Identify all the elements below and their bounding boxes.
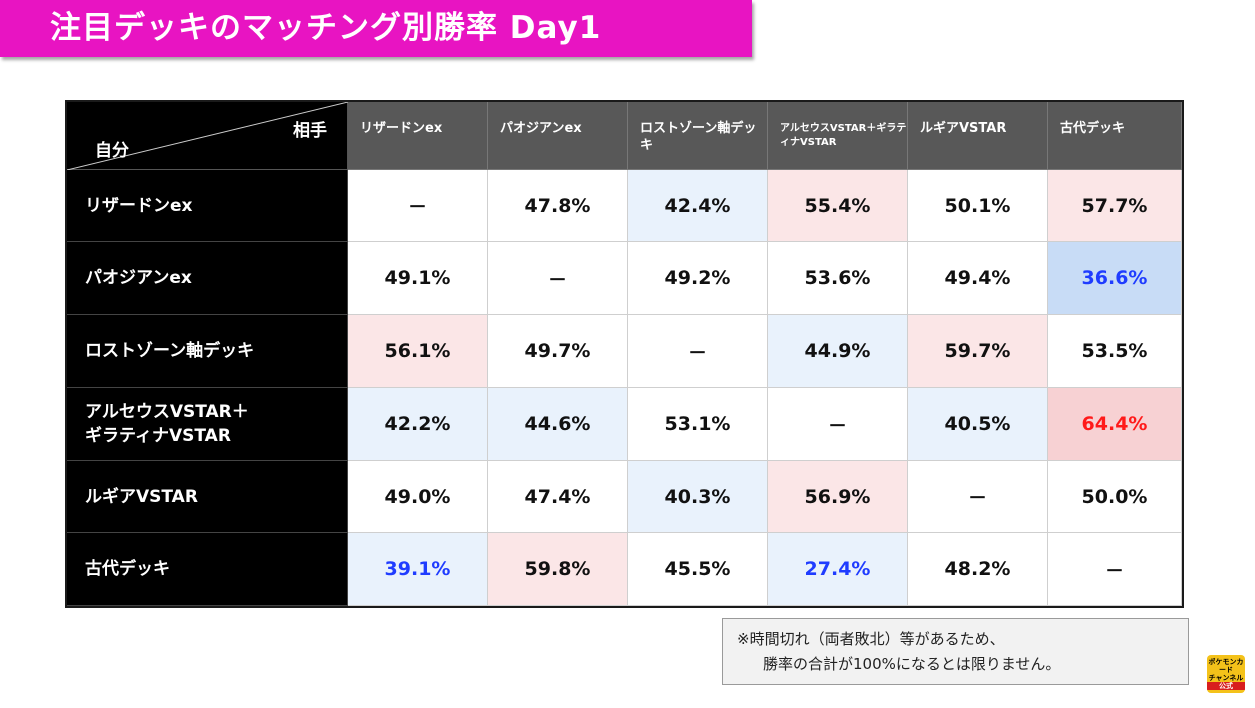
row-header: リザードンex [67, 170, 348, 242]
winrate-cell: 39.1% [348, 533, 488, 606]
winrate-cell: 55.4% [768, 170, 908, 242]
winrate-cell: 56.1% [348, 315, 488, 388]
winrate-cell: － [908, 461, 1048, 533]
title-banner: 注目デッキのマッチング別勝率 Day1 [0, 0, 752, 57]
winrate-cell: － [488, 242, 628, 315]
footnote: ※時間切れ（両者敗北）等があるため、 勝率の合計が100%になるとは限りません。 [722, 618, 1189, 685]
winrate-cell: 64.4% [1048, 388, 1182, 461]
winrate-cell: 59.7% [908, 315, 1048, 388]
table-corner: 相手 自分 [67, 102, 348, 170]
winrate-cell: 47.4% [488, 461, 628, 533]
corner-diagonal [67, 102, 348, 170]
winrate-cell: － [628, 315, 768, 388]
row-header: ルギアVSTAR [67, 461, 348, 533]
winrate-cell: 42.2% [348, 388, 488, 461]
winrate-cell: 53.1% [628, 388, 768, 461]
logo-band: 公式 [1207, 682, 1245, 690]
winrate-table: 相手 自分 リザードンex パオジアンex ロストゾーン軸デッキ アルセウスVSTAR… [65, 100, 1184, 608]
winrate-cell: － [348, 170, 488, 242]
winrate-cell: 59.8% [488, 533, 628, 606]
winrate-cell: 49.0% [348, 461, 488, 533]
winrate-cell: 42.4% [628, 170, 768, 242]
winrate-cell: － [1048, 533, 1182, 606]
winrate-cell: 53.6% [768, 242, 908, 315]
row-header: 古代デッキ [67, 533, 348, 606]
winrate-cell: 48.2% [908, 533, 1048, 606]
winrate-cell: 53.5% [1048, 315, 1182, 388]
channel-logo: ポケモンカード チャンネル 公式 [1207, 655, 1245, 693]
column-header: 古代デッキ [1048, 102, 1182, 170]
winrate-cell: 57.7% [1048, 170, 1182, 242]
winrate-cell: 44.9% [768, 315, 908, 388]
row-header: アルセウスVSTAR＋ ギラティナVSTAR [67, 388, 348, 461]
winrate-cell: 36.6% [1048, 242, 1182, 315]
winrate-cell: 56.9% [768, 461, 908, 533]
winrate-cell: 50.1% [908, 170, 1048, 242]
column-header: リザードンex [348, 102, 488, 170]
column-header: パオジアンex [488, 102, 628, 170]
logo-text-top: ポケモンカード [1208, 658, 1244, 674]
column-header: ルギアVSTAR [908, 102, 1048, 170]
winrate-cell: 47.8% [488, 170, 628, 242]
page-title: 注目デッキのマッチング別勝率 Day1 [50, 10, 602, 46]
footnote-line-1: ※時間切れ（両者敗北）等があるため、 [737, 630, 1005, 648]
winrate-cell: 40.3% [628, 461, 768, 533]
logo-text-mid: チャンネル [1208, 674, 1244, 682]
winrate-cell: 49.7% [488, 315, 628, 388]
winrate-cell: 49.1% [348, 242, 488, 315]
winrate-cell: 49.2% [628, 242, 768, 315]
winrate-cell: － [768, 388, 908, 461]
column-header: アルセウスVSTAR＋ギラティナVSTAR [768, 102, 908, 170]
row-header: パオジアンex [67, 242, 348, 315]
row-header: ロストゾーン軸デッキ [67, 315, 348, 388]
winrate-cell: 40.5% [908, 388, 1048, 461]
winrate-cell: 50.0% [1048, 461, 1182, 533]
footnote-line-2: 勝率の合計が100%になるとは限りません。 [763, 655, 1061, 673]
self-label: 自分 [95, 141, 129, 161]
column-header: ロストゾーン軸デッキ [628, 102, 768, 170]
winrate-cell: 45.5% [628, 533, 768, 606]
winrate-cell: 27.4% [768, 533, 908, 606]
winrate-cell: 44.6% [488, 388, 628, 461]
opponent-label: 相手 [293, 121, 327, 141]
winrate-cell: 49.4% [908, 242, 1048, 315]
